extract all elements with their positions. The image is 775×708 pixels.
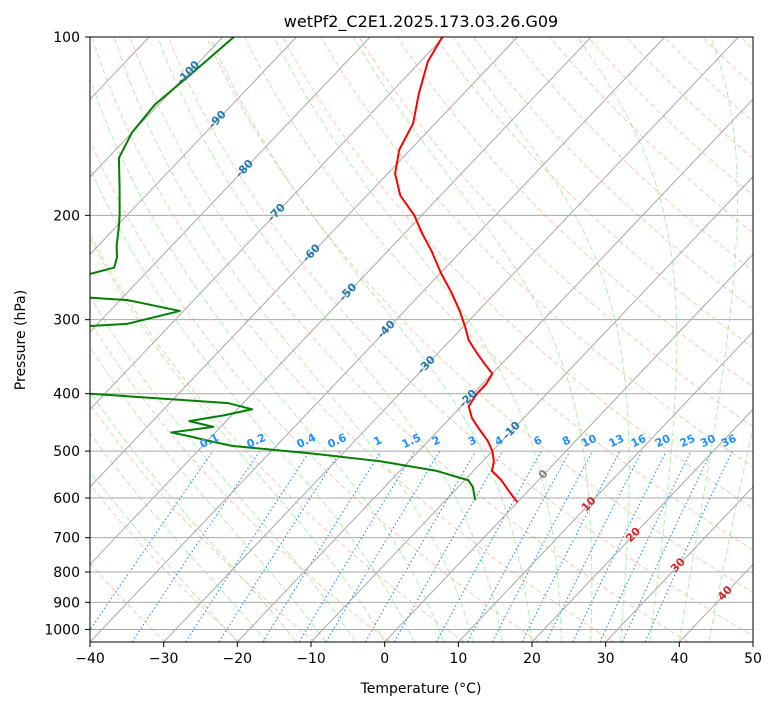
moist-adiabat xyxy=(452,37,630,642)
chart-title: wetPf2_C2E1.2025.173.03.26.G09 xyxy=(284,12,558,32)
isotherm xyxy=(90,37,371,333)
moist-adiabat xyxy=(90,345,327,642)
isotherm xyxy=(163,37,739,642)
moist-adiabat xyxy=(90,295,356,642)
moist-adiabat xyxy=(157,37,504,642)
sounding-profiles xyxy=(90,37,519,503)
y-tick-label: 200 xyxy=(53,208,80,224)
moist-adiabat xyxy=(90,237,386,642)
dry-adiabat xyxy=(473,37,753,310)
mixing-ratio-label: 13 xyxy=(607,432,626,450)
x-tick-label: −10 xyxy=(296,651,326,667)
x-tick-label: 0 xyxy=(380,651,389,667)
y-tick-label: 1000 xyxy=(44,622,80,638)
x-tick-label: −40 xyxy=(75,651,105,667)
isobar-grid xyxy=(90,37,753,630)
mixing-ratio-line xyxy=(572,450,667,642)
y-tick-label: 700 xyxy=(53,531,80,547)
mixing-ratio-label: 36 xyxy=(719,432,739,450)
mixing-ratio-line xyxy=(621,450,712,642)
dry-adiabat xyxy=(91,37,614,642)
dry-adiabat xyxy=(90,320,390,642)
moist-adiabat xyxy=(273,37,562,642)
dry-adiabat xyxy=(549,37,753,234)
moist-adiabat xyxy=(708,425,753,642)
mixing-ratio-label: 20 xyxy=(653,432,673,450)
y-tick-label: 300 xyxy=(53,313,80,329)
dry-adiabat xyxy=(167,37,753,637)
mixing-ratio-line xyxy=(393,450,503,642)
moist-adiabat xyxy=(577,37,678,642)
moist-adiabat xyxy=(90,470,238,642)
moist-adiabat xyxy=(90,432,268,642)
mixing-ratio-line xyxy=(644,450,733,642)
temperature-profile xyxy=(394,37,519,503)
isotherm xyxy=(90,37,592,566)
x-tick-label: 20 xyxy=(523,651,541,667)
isotherm xyxy=(531,408,753,642)
mixing-ratio-line xyxy=(262,450,382,642)
isotherm xyxy=(90,37,666,642)
dry-adiabat xyxy=(396,37,753,388)
x-tick-label: 40 xyxy=(670,651,688,667)
mixing-ratio-label: 25 xyxy=(678,432,697,450)
x-tick-label: −20 xyxy=(223,651,253,667)
x-tick-label: 30 xyxy=(597,651,615,667)
x-tick-label: 10 xyxy=(449,651,467,667)
isotherm xyxy=(90,37,224,178)
x-tick-label: −30 xyxy=(149,651,179,667)
background-lines xyxy=(90,37,753,642)
y-tick-label: 800 xyxy=(53,565,80,581)
isotherm xyxy=(90,37,297,256)
isotherm xyxy=(90,37,518,488)
mixing-ratio-line xyxy=(218,450,342,642)
mixing-ratio-label: 10 xyxy=(579,432,599,450)
y-tick-label: 500 xyxy=(53,444,80,460)
dry-adiabat xyxy=(90,138,540,642)
isotherm xyxy=(310,176,753,642)
isotherm xyxy=(236,98,753,642)
dry-adiabat xyxy=(205,37,753,594)
x-tick-label: 50 xyxy=(744,651,762,667)
mixing-ratio-label: 30 xyxy=(698,432,718,450)
mixing-ratio-line xyxy=(298,450,416,642)
moist-adiabat xyxy=(209,37,533,642)
y-tick-label: 400 xyxy=(53,387,80,403)
dewpoint-profile xyxy=(90,37,477,501)
dry-adiabat xyxy=(90,233,465,642)
y-tick-label: 100 xyxy=(53,30,80,46)
moist-adiabat xyxy=(113,37,474,642)
x-axis-label: Temperature (°C) xyxy=(360,681,482,697)
isotherm xyxy=(90,37,445,411)
isotherm xyxy=(384,253,753,642)
isotherm xyxy=(605,486,753,642)
mixing-ratio-line xyxy=(90,450,214,631)
moist-adiabat xyxy=(90,167,415,642)
mixing-ratio-line xyxy=(467,450,571,642)
mixing-ratio-line xyxy=(364,450,477,642)
dry-adiabat xyxy=(320,37,753,468)
moist-adiabat xyxy=(90,77,445,642)
x-axis-ticks: −40 −30 −20 −10 0 10 20 30 40 50 xyxy=(75,642,762,667)
moist-adiabat xyxy=(90,391,297,642)
dry-adiabat xyxy=(358,37,753,428)
isotherm xyxy=(457,331,753,642)
plot-frame xyxy=(89,36,754,643)
moist-adiabat xyxy=(352,37,593,642)
y-tick-label: 900 xyxy=(53,595,80,611)
dry-adiabat xyxy=(511,37,753,272)
y-axis-label: Pressure (hPa) xyxy=(13,290,29,390)
mixing-ratio-line xyxy=(325,450,441,642)
mixing-ratio-label: 16 xyxy=(629,432,649,450)
moist-adiabat xyxy=(678,37,738,642)
y-tick-label: 600 xyxy=(53,491,80,507)
mixing-ratio-line xyxy=(435,450,542,642)
mixing-ratio-line xyxy=(599,450,692,642)
y-axis-ticks: 100 200 300 400 500 600 700 800 900 1000 xyxy=(44,30,90,638)
dry-adiabat xyxy=(244,37,753,551)
dry-adiabat xyxy=(587,37,753,197)
dry-adiabat xyxy=(129,37,689,642)
